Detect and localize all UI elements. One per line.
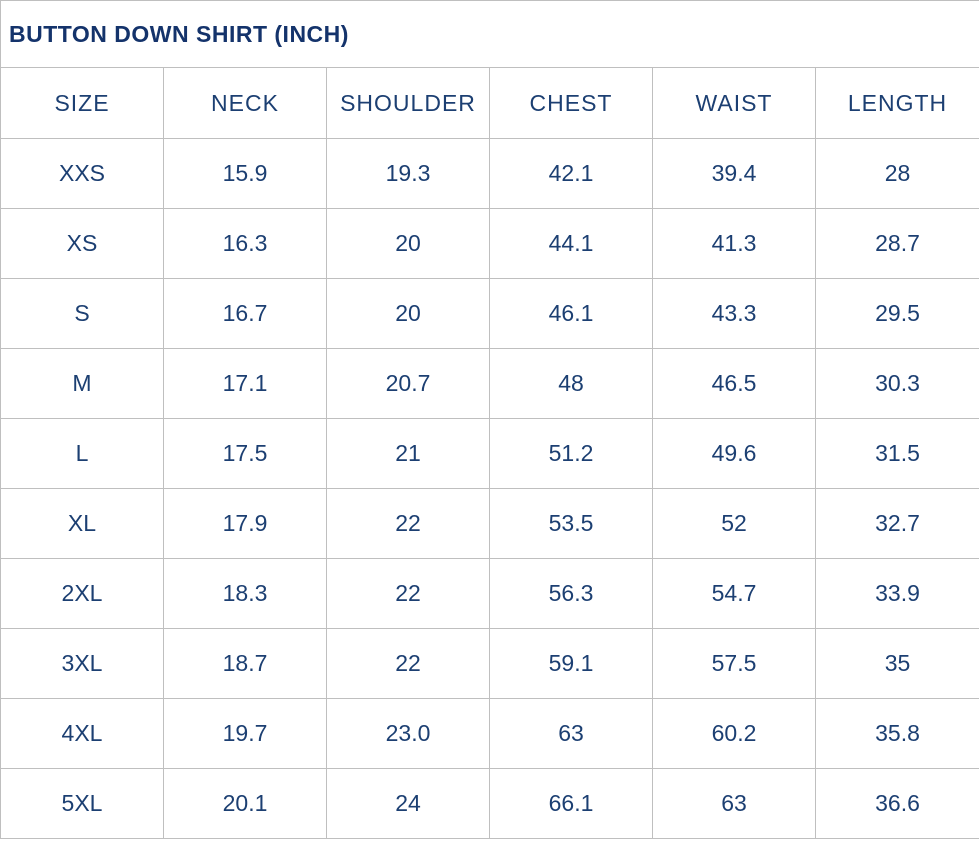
measurement-cell: 66.1 (489, 768, 653, 839)
column-header-shoulder: SHOULDER (326, 67, 490, 139)
measurement-cell: 19.7 (163, 698, 327, 769)
column-header-waist: WAIST (652, 67, 816, 139)
measurement-cell: 46.1 (489, 278, 653, 349)
measurement-cell: 59.1 (489, 628, 653, 699)
measurement-cell: 57.5 (652, 628, 816, 699)
measurement-cell: 29.5 (815, 278, 979, 349)
measurement-cell: 56.3 (489, 558, 653, 629)
size-cell: 4XL (0, 698, 164, 769)
chart-title: BUTTON DOWN SHIRT (INCH) (0, 0, 979, 68)
measurement-cell: 22 (326, 628, 490, 699)
measurement-cell: 28.7 (815, 208, 979, 279)
measurement-cell: 22 (326, 488, 490, 559)
measurement-cell: 16.7 (163, 278, 327, 349)
measurement-cell: 22 (326, 558, 490, 629)
measurement-cell: 20.7 (326, 348, 490, 419)
size-cell: 3XL (0, 628, 164, 699)
measurement-cell: 63 (489, 698, 653, 769)
size-cell: XL (0, 488, 164, 559)
header-row: SIZE NECK SHOULDER CHEST WAIST LENGTH (0, 67, 979, 139)
measurement-cell: 48 (489, 348, 653, 419)
measurement-cell: 46.5 (652, 348, 816, 419)
measurement-cell: 19.3 (326, 138, 490, 209)
table-row: XS 16.3 20 44.1 41.3 28.7 (0, 208, 979, 279)
column-header-neck: NECK (163, 67, 327, 139)
size-cell: S (0, 278, 164, 349)
table-row: 4XL 19.7 23.0 63 60.2 35.8 (0, 698, 979, 769)
measurement-cell: 53.5 (489, 488, 653, 559)
measurement-cell: 35.8 (815, 698, 979, 769)
measurement-cell: 18.3 (163, 558, 327, 629)
table-row: L 17.5 21 51.2 49.6 31.5 (0, 418, 979, 489)
measurement-cell: 32.7 (815, 488, 979, 559)
measurement-cell: 20 (326, 278, 490, 349)
measurement-cell: 17.9 (163, 488, 327, 559)
size-cell: XS (0, 208, 164, 279)
measurement-cell: 33.9 (815, 558, 979, 629)
measurement-cell: 39.4 (652, 138, 816, 209)
size-cell: 5XL (0, 768, 164, 839)
measurement-cell: 15.9 (163, 138, 327, 209)
measurement-cell: 20 (326, 208, 490, 279)
size-cell: XXS (0, 138, 164, 209)
measurement-cell: 18.7 (163, 628, 327, 699)
measurement-cell: 31.5 (815, 418, 979, 489)
measurement-cell: 54.7 (652, 558, 816, 629)
column-header-length: LENGTH (815, 67, 979, 139)
table-row: XL 17.9 22 53.5 52 32.7 (0, 488, 979, 559)
measurement-cell: 42.1 (489, 138, 653, 209)
table-row: S 16.7 20 46.1 43.3 29.5 (0, 278, 979, 349)
table-row: 5XL 20.1 24 66.1 63 36.6 (0, 768, 979, 839)
measurement-cell: 49.6 (652, 418, 816, 489)
measurement-cell: 20.1 (163, 768, 327, 839)
measurement-cell: 21 (326, 418, 490, 489)
measurement-cell: 28 (815, 138, 979, 209)
measurement-cell: 23.0 (326, 698, 490, 769)
column-header-chest: CHEST (489, 67, 653, 139)
measurement-cell: 60.2 (652, 698, 816, 769)
measurement-cell: 44.1 (489, 208, 653, 279)
size-cell: 2XL (0, 558, 164, 629)
measurement-cell: 63 (652, 768, 816, 839)
size-cell: M (0, 348, 164, 419)
measurement-cell: 17.5 (163, 418, 327, 489)
measurement-cell: 24 (326, 768, 490, 839)
table-row: M 17.1 20.7 48 46.5 30.3 (0, 348, 979, 419)
measurement-cell: 30.3 (815, 348, 979, 419)
column-header-size: SIZE (0, 67, 164, 139)
measurement-cell: 16.3 (163, 208, 327, 279)
measurement-cell: 35 (815, 628, 979, 699)
measurement-cell: 52 (652, 488, 816, 559)
measurement-cell: 41.3 (652, 208, 816, 279)
title-row: BUTTON DOWN SHIRT (INCH) (0, 0, 979, 68)
size-table-body: XXS 15.9 19.3 42.1 39.4 28 XS 16.3 20 44… (0, 138, 979, 839)
measurement-cell: 51.2 (489, 418, 653, 489)
measurement-cell: 43.3 (652, 278, 816, 349)
measurement-cell: 36.6 (815, 768, 979, 839)
measurement-cell: 17.1 (163, 348, 327, 419)
table-row: XXS 15.9 19.3 42.1 39.4 28 (0, 138, 979, 209)
size-cell: L (0, 418, 164, 489)
table-row: 3XL 18.7 22 59.1 57.5 35 (0, 628, 979, 699)
table-row: 2XL 18.3 22 56.3 54.7 33.9 (0, 558, 979, 629)
